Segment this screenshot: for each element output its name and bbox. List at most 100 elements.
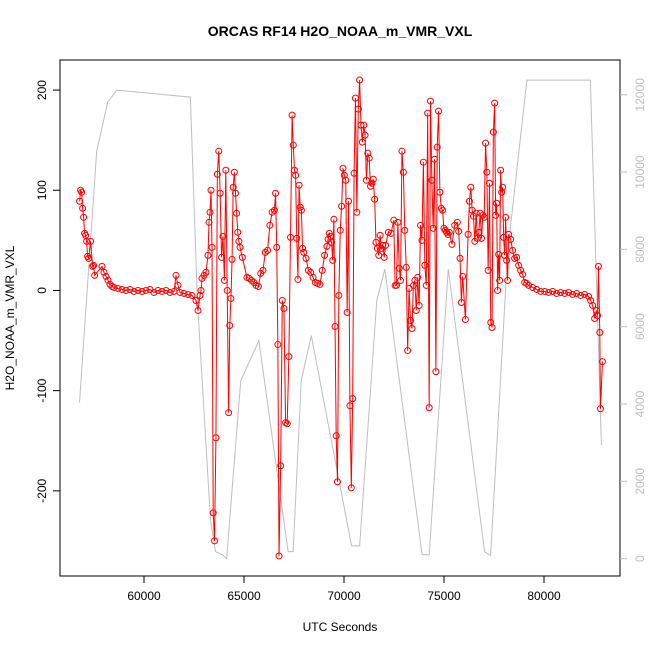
h2o-point xyxy=(480,213,488,221)
h2o-point xyxy=(194,306,202,314)
h2o-point xyxy=(382,241,390,249)
h2o-point xyxy=(268,208,276,216)
h2o-point xyxy=(290,166,298,174)
axes: 60000 65000 70000 75000 80000-200-1000100200… xyxy=(35,78,647,603)
h2o-point xyxy=(196,291,204,299)
y-tick-label: 0 xyxy=(35,287,49,294)
h2o-point xyxy=(364,149,372,157)
h2o-point xyxy=(208,243,216,251)
y-tick-label: -200 xyxy=(35,479,49,503)
h2o-point xyxy=(110,283,118,291)
h2o-point xyxy=(509,246,517,254)
h2o-point xyxy=(233,209,241,217)
h2o-point xyxy=(297,206,305,214)
h2o-point xyxy=(459,272,467,280)
h2o-point xyxy=(343,308,351,316)
h2o-point xyxy=(457,298,465,306)
h2o-point xyxy=(273,243,281,251)
h2o-point xyxy=(371,195,379,203)
h2o-point xyxy=(104,276,112,284)
h2o-point xyxy=(98,262,106,270)
h2o-point xyxy=(266,221,274,229)
h2o-point xyxy=(126,285,134,293)
h2o-point xyxy=(335,291,343,299)
h2o-point xyxy=(138,287,146,295)
h2o-point xyxy=(134,286,142,294)
h2o-point xyxy=(328,238,336,246)
h2o-point xyxy=(472,209,480,217)
h2o-point xyxy=(431,155,439,163)
h2o-point xyxy=(340,171,348,179)
h2o-point xyxy=(91,271,99,279)
y2-tick-label: 12000 xyxy=(633,78,647,112)
h2o-point xyxy=(402,263,410,271)
h2o-point xyxy=(230,168,238,176)
h2o-point xyxy=(212,434,220,442)
h2o-point xyxy=(339,164,347,172)
h2o-point xyxy=(417,221,425,229)
h2o-point xyxy=(436,188,444,196)
h2o-point xyxy=(491,99,499,107)
h2o-point xyxy=(596,405,604,413)
h2o-point xyxy=(435,107,443,115)
h2o-point xyxy=(360,121,368,129)
h2o-point xyxy=(504,276,512,284)
h2o-point xyxy=(272,189,280,197)
h2o-point xyxy=(114,284,122,292)
h2o-point xyxy=(594,262,602,270)
h2o-point xyxy=(342,176,350,184)
h2o-point xyxy=(275,552,283,560)
h2o-point xyxy=(485,179,493,187)
h2o-point xyxy=(443,228,451,236)
h2o-point xyxy=(553,289,561,297)
h2o-point xyxy=(207,186,215,194)
h2o-point xyxy=(493,199,501,207)
h2o-point xyxy=(158,287,166,295)
h2o-point xyxy=(213,170,221,178)
h2o-point xyxy=(204,251,212,259)
h2o-point xyxy=(330,215,338,223)
h2o-point xyxy=(422,281,430,289)
h2o-point xyxy=(593,306,601,314)
h2o-point xyxy=(409,281,417,289)
h2o-point xyxy=(419,158,427,166)
h2o-point xyxy=(487,319,495,327)
h2o-point xyxy=(209,509,217,517)
h2o-point xyxy=(390,216,398,224)
h2o-point xyxy=(277,462,285,470)
h2o-point xyxy=(130,287,138,295)
h2o-point xyxy=(589,301,597,309)
y2-tick-label: 4000 xyxy=(633,390,647,417)
x-tick-label: 60000 xyxy=(127,589,161,603)
y2-tick-label: 0 xyxy=(633,555,647,562)
h2o-point xyxy=(226,322,234,330)
h2o-point xyxy=(557,288,565,296)
h2o-point xyxy=(232,189,239,197)
h2o-point xyxy=(346,402,354,410)
h2o-point xyxy=(502,213,510,221)
x-tick-label: 65000 xyxy=(227,589,261,603)
h2o-point xyxy=(448,240,456,248)
h2o-point xyxy=(421,261,429,269)
h2o-point xyxy=(369,175,377,183)
h2o-point xyxy=(404,347,412,355)
h2o-point xyxy=(503,256,511,264)
h2o-point xyxy=(444,230,452,238)
h2o-point xyxy=(100,268,108,276)
h2o-point xyxy=(482,139,490,147)
h2o-point xyxy=(293,234,301,242)
h2o-point xyxy=(229,183,237,191)
h2o-point xyxy=(478,234,486,242)
h2o-point xyxy=(408,325,416,333)
h2o-point xyxy=(432,368,440,376)
h2o-point xyxy=(223,286,231,294)
h2o-point xyxy=(345,197,353,205)
h2o-point xyxy=(274,341,282,349)
h2o-point xyxy=(280,304,288,312)
h2o-point xyxy=(465,197,473,205)
h2o-point xyxy=(202,268,210,276)
h2o-point xyxy=(397,276,405,284)
h2o-point xyxy=(329,256,337,264)
h2o-point xyxy=(172,271,180,279)
h2o-point xyxy=(418,236,426,244)
